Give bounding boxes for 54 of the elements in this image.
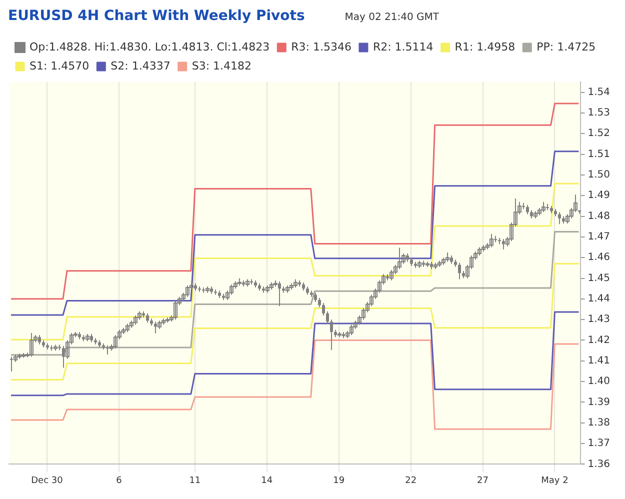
y-tick-label: 1.37 [588, 438, 610, 450]
candlestick [490, 233, 494, 248]
y-tick-label: 1.50 [588, 170, 610, 181]
y-tick-label: 1.39 [588, 396, 610, 408]
candlestick [322, 302, 325, 316]
x-tick-label: 27 [477, 476, 489, 486]
candlestick [350, 324, 354, 336]
y-tick-label: 1.52 [588, 128, 610, 140]
y-tick-label: 1.54 [588, 86, 610, 98]
candlestick [458, 262, 461, 280]
y-tick-label: 1.44 [588, 294, 610, 305]
candlestick [314, 292, 317, 303]
y-tick-label: 1.36 [588, 458, 610, 470]
candlestick [146, 312, 149, 324]
y-tick-label: 1.41 [588, 355, 610, 366]
candlestick [446, 252, 450, 262]
y-tick-label: 1.42 [588, 334, 610, 346]
x-tick-label: Dec 30 [31, 476, 64, 486]
legend-label: S3: 1.4182 [192, 59, 252, 72]
x-tick-label: 22 [405, 476, 417, 486]
candlestick [134, 314, 138, 326]
x-tick-label: 19 [333, 476, 345, 486]
legend-label: Op:1.4828. Hi:1.4830. Lo:1.4813. Cl:1.4823 [30, 40, 270, 54]
legend-label: PP: 1.4725 [536, 40, 596, 54]
candlestick [186, 284, 190, 298]
y-tick-label: 1.53 [588, 108, 610, 119]
y-tick-label: 1.51 [588, 148, 610, 160]
y-tick-label: 1.40 [588, 376, 610, 388]
y-tick-label: 1.49 [588, 190, 610, 202]
candlestick [326, 310, 329, 324]
legend-label: R1: 1.4958 [454, 40, 516, 54]
x-tick-label: 11 [189, 476, 201, 486]
y-tick-label: 1.38 [588, 417, 610, 428]
chart-title: EURUSD 4H Chart With Weekly Pivots [8, 8, 305, 24]
candlestick [318, 297, 321, 308]
legend-label: R3: 1.5346 [291, 40, 352, 54]
x-tick-label: 14 [261, 476, 273, 486]
legend-label: S2: 1.4337 [110, 59, 170, 72]
y-tick-label: 1.43 [588, 314, 610, 326]
candlestick [558, 212, 561, 225]
y-tick-label: 1.47 [588, 232, 610, 243]
x-tick-label: 6 [116, 476, 122, 486]
y-tick-label: 1.48 [588, 210, 610, 222]
candlestick [330, 319, 333, 350]
legend-label: R2: 1.5114 [372, 40, 434, 54]
x-tick-label: May 2 [541, 476, 568, 486]
y-tick-label: 1.45 [588, 272, 610, 284]
legend-label: S1: 1.4570 [30, 59, 90, 72]
chart-subtitle: May 02 21:40 GMT [344, 12, 440, 23]
candlestick [526, 204, 529, 215]
y-tick-label: 1.46 [588, 252, 610, 264]
candlestick [542, 201, 546, 213]
candlestick [174, 300, 178, 320]
candlestick [30, 332, 34, 358]
